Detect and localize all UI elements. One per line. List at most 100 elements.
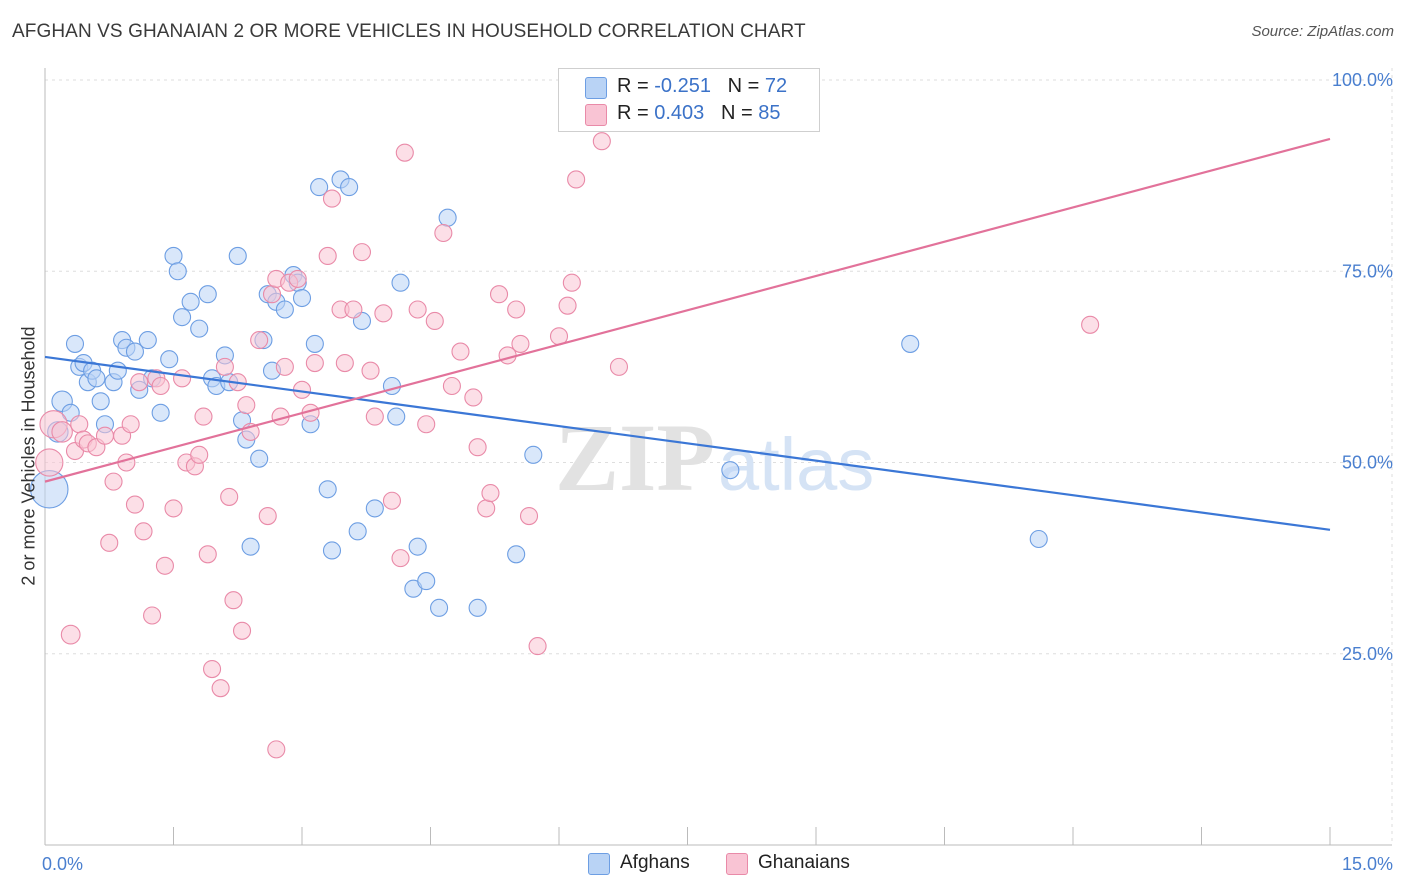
data-point-ghanaians bbox=[395, 143, 414, 162]
y-tick-label: 25.0% bbox=[1342, 644, 1393, 664]
data-point-ghanaians bbox=[190, 445, 209, 464]
data-point-ghanaians bbox=[155, 556, 174, 575]
x-tick-label: 15.0% bbox=[1342, 854, 1393, 874]
data-point-ghanaians bbox=[382, 491, 402, 510]
y-tick-label: 75.0% bbox=[1342, 261, 1393, 281]
y-tick-label: 100.0% bbox=[1332, 70, 1393, 90]
data-point-ghanaians bbox=[481, 484, 500, 503]
data-point-ghanaians bbox=[104, 472, 123, 491]
bottom-legend-swatch-afghans bbox=[588, 853, 610, 875]
chart-title: AFGHAN VS GHANAIAN 2 OR MORE VEHICLES IN… bbox=[12, 21, 806, 42]
data-point-ghanaians bbox=[442, 376, 461, 396]
data-point-ghanaians bbox=[237, 396, 256, 415]
bottom-legend-label-ghanaians: Ghanaians bbox=[758, 852, 850, 873]
data-point-ghanaians bbox=[35, 448, 64, 477]
data-point-afghans bbox=[348, 522, 367, 541]
data-point-ghanaians bbox=[344, 300, 363, 319]
data-point-ghanaians bbox=[232, 621, 252, 640]
bottom-legend-swatch-ghanaians bbox=[726, 853, 748, 875]
data-point-afghans bbox=[190, 319, 209, 338]
legend-n-label: N = bbox=[727, 75, 760, 97]
data-point-afghans bbox=[387, 407, 406, 426]
data-point-afghans bbox=[87, 369, 106, 388]
data-point-ghanaians bbox=[51, 421, 73, 443]
legend-n-value-ghanaians: 85 bbox=[758, 102, 781, 124]
data-point-ghanaians bbox=[511, 334, 530, 353]
data-point-afghans bbox=[365, 499, 384, 518]
data-point-ghanaians bbox=[100, 533, 119, 552]
data-point-afghans bbox=[181, 292, 200, 311]
data-point-afghans bbox=[250, 449, 269, 468]
data-point-ghanaians bbox=[211, 679, 230, 698]
data-point-afghans bbox=[241, 537, 260, 556]
data-point-afghans bbox=[1029, 529, 1048, 549]
y-tick-label: 50.0% bbox=[1342, 453, 1393, 473]
data-point-afghans bbox=[340, 178, 359, 197]
source-credit: Source: ZipAtlas.com bbox=[1251, 23, 1394, 40]
data-point-afghans bbox=[318, 480, 337, 499]
data-point-afghans bbox=[408, 537, 427, 556]
legend-n-value-afghans: 72 bbox=[764, 75, 788, 97]
data-point-ghanaians bbox=[151, 376, 170, 396]
data-point-ghanaians bbox=[194, 407, 213, 426]
data-point-afghans bbox=[438, 208, 457, 227]
data-point-afghans bbox=[468, 598, 487, 617]
data-point-ghanaians bbox=[592, 132, 611, 151]
data-point-afghans bbox=[151, 403, 170, 422]
data-point-ghanaians bbox=[322, 189, 342, 208]
data-point-ghanaians bbox=[352, 243, 372, 262]
data-point-ghanaians bbox=[567, 170, 586, 189]
watermark: ZIP atlas bbox=[555, 404, 874, 511]
data-point-afghans bbox=[125, 342, 144, 361]
data-point-ghanaians bbox=[519, 506, 539, 526]
data-point-afghans bbox=[391, 273, 410, 292]
legend-r-value-ghanaians: 0.403 bbox=[654, 102, 705, 124]
data-point-ghanaians bbox=[558, 296, 577, 315]
data-point-afghans bbox=[901, 334, 920, 353]
tick-labels: 25.0% 50.0% 75.0% 100.0% 0.0% 15.0% bbox=[42, 70, 1393, 874]
data-point-ghanaians bbox=[434, 223, 453, 243]
data-point-afghans bbox=[430, 598, 449, 617]
legend-n-label: N = bbox=[720, 102, 753, 124]
x-tick-label: 0.0% bbox=[42, 854, 83, 874]
data-point-afghans bbox=[108, 361, 127, 380]
legend-text-ghanaians: R = 0.403 N = 85 bbox=[617, 102, 780, 125]
data-point-afghans bbox=[228, 246, 247, 265]
data-point-afghans bbox=[305, 334, 324, 353]
data-point-ghanaians bbox=[468, 438, 487, 457]
data-point-ghanaians bbox=[489, 285, 509, 304]
trend-lines bbox=[44, 137, 1331, 531]
legend-r-value-afghans: -0.251 bbox=[654, 75, 711, 97]
legend-r-label: R = bbox=[617, 75, 649, 97]
grid-lines bbox=[45, 68, 1393, 845]
data-point-afghans bbox=[292, 288, 312, 308]
data-point-ghanaians bbox=[143, 606, 162, 625]
data-point-ghanaians bbox=[507, 300, 526, 319]
data-point-ghanaians bbox=[198, 545, 217, 564]
data-point-ghanaians bbox=[262, 285, 282, 304]
data-point-afghans bbox=[310, 178, 329, 197]
data-point-afghans bbox=[164, 246, 183, 265]
data-point-ghanaians bbox=[361, 361, 380, 380]
data-point-afghans bbox=[417, 572, 436, 591]
data-point-afghans bbox=[198, 285, 217, 304]
data-point-ghanaians bbox=[258, 506, 277, 526]
data-point-ghanaians bbox=[562, 273, 581, 292]
data-point-ghanaians bbox=[451, 342, 470, 361]
data-point-afghans bbox=[322, 541, 342, 560]
data-point-ghanaians bbox=[609, 357, 629, 376]
data-point-ghanaians bbox=[464, 388, 483, 407]
data-point-ghanaians bbox=[164, 499, 183, 518]
data-point-afghans bbox=[65, 334, 85, 353]
data-point-ghanaians bbox=[250, 331, 269, 350]
data-point-afghans bbox=[138, 331, 157, 350]
data-point-ghanaians bbox=[130, 373, 149, 392]
correlation-legend: R = -0.251 N = 72 R = 0.403 N = 85 bbox=[558, 68, 820, 132]
data-point-afghans bbox=[507, 545, 526, 564]
data-point-ghanaians bbox=[121, 415, 140, 434]
data-point-afghans bbox=[160, 350, 179, 369]
data-point-ghanaians bbox=[1081, 315, 1100, 334]
legend-r-label: R = bbox=[617, 102, 649, 124]
legend-text-afghans: R = -0.251 N = 72 bbox=[617, 75, 787, 98]
